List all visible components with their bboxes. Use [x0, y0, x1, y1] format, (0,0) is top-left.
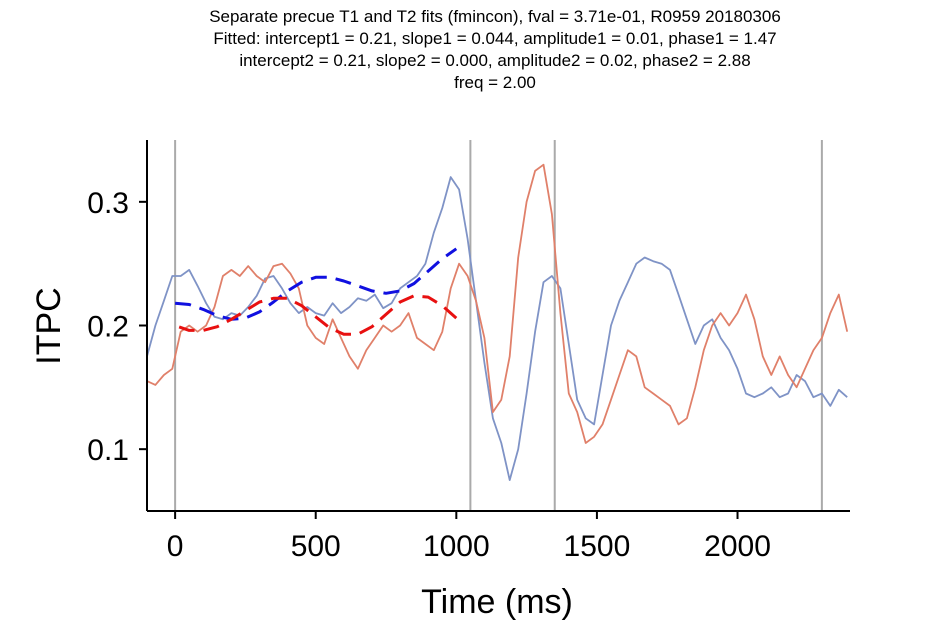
series-line-t2_fit — [174, 294, 458, 336]
x-tick-label: 1000 — [423, 530, 490, 563]
event-markers — [174, 140, 823, 511]
series-line-t2_data — [146, 163, 849, 444]
y-tick-label: 0.1 — [87, 434, 129, 467]
chart-title-line-2: Fitted: intercept1 = 0.21, slope1 = 0.04… — [213, 29, 777, 48]
series-line-t1_data — [146, 176, 848, 482]
y-axis-ticks: 0.1 0.2 0.3 — [87, 187, 147, 467]
plot-series — [146, 163, 849, 482]
x-axis-ticks: 0 500 1000 1500 2000 — [167, 511, 771, 563]
x-tick-label: 2000 — [704, 530, 771, 563]
x-axis-label: Time (ms) — [421, 583, 573, 621]
series-line-t1_fit — [174, 247, 458, 321]
y-axis-label: ITPC — [30, 287, 68, 364]
x-tick-label: 500 — [291, 530, 341, 563]
chart-title: Separate precue T1 and T2 fits (fmincon)… — [0, 6, 938, 94]
y-tick-label: 0.2 — [87, 311, 129, 344]
x-tick-label: 1500 — [564, 530, 631, 563]
axes — [146, 140, 850, 512]
chart-title-line-1: Separate precue T1 and T2 fits (fmincon)… — [209, 7, 781, 26]
x-tick-label: 0 — [167, 530, 184, 563]
y-tick-label: 0.3 — [87, 187, 129, 220]
chart-title-line-4: freq = 2.00 — [454, 73, 536, 92]
chart-title-line-3: intercept2 = 0.21, slope2 = 0.000, ampli… — [239, 51, 751, 70]
